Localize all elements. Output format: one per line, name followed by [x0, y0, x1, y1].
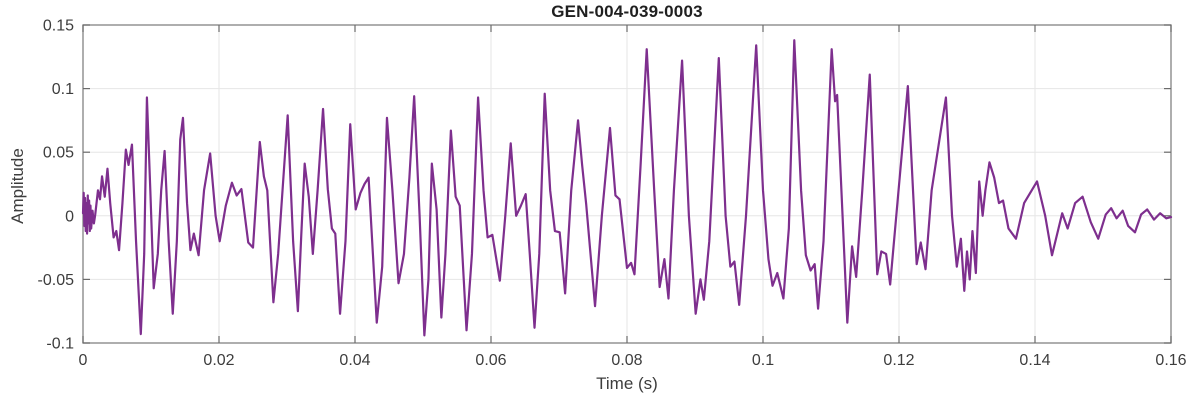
y-tick-label: -0.1 [46, 336, 74, 353]
x-axis-label: Time (s) [596, 374, 658, 393]
x-tick-label: 0.1 [752, 352, 774, 369]
x-tick-label: 0.14 [1019, 352, 1050, 369]
y-tick-label: 0.05 [43, 145, 74, 162]
x-tick-label: 0.16 [1155, 352, 1186, 369]
y-tick-label: 0.15 [43, 18, 74, 35]
x-tick-label: 0.08 [611, 352, 642, 369]
y-tick-label: 0 [65, 208, 74, 225]
y-tick-label: -0.05 [38, 272, 75, 289]
signal-line [81, 39, 1173, 337]
x-tick-label: 0 [79, 352, 88, 369]
x-tick-label: 0.04 [339, 352, 370, 369]
chart-title: GEN-004-039-0003 [551, 2, 703, 21]
x-tick-label: 0.02 [203, 352, 234, 369]
x-tick-label: 0.06 [475, 352, 506, 369]
x-tick-label: 0.12 [883, 352, 914, 369]
y-axis-label: Amplitude [8, 148, 27, 224]
y-tick-label: 0.1 [52, 81, 74, 98]
